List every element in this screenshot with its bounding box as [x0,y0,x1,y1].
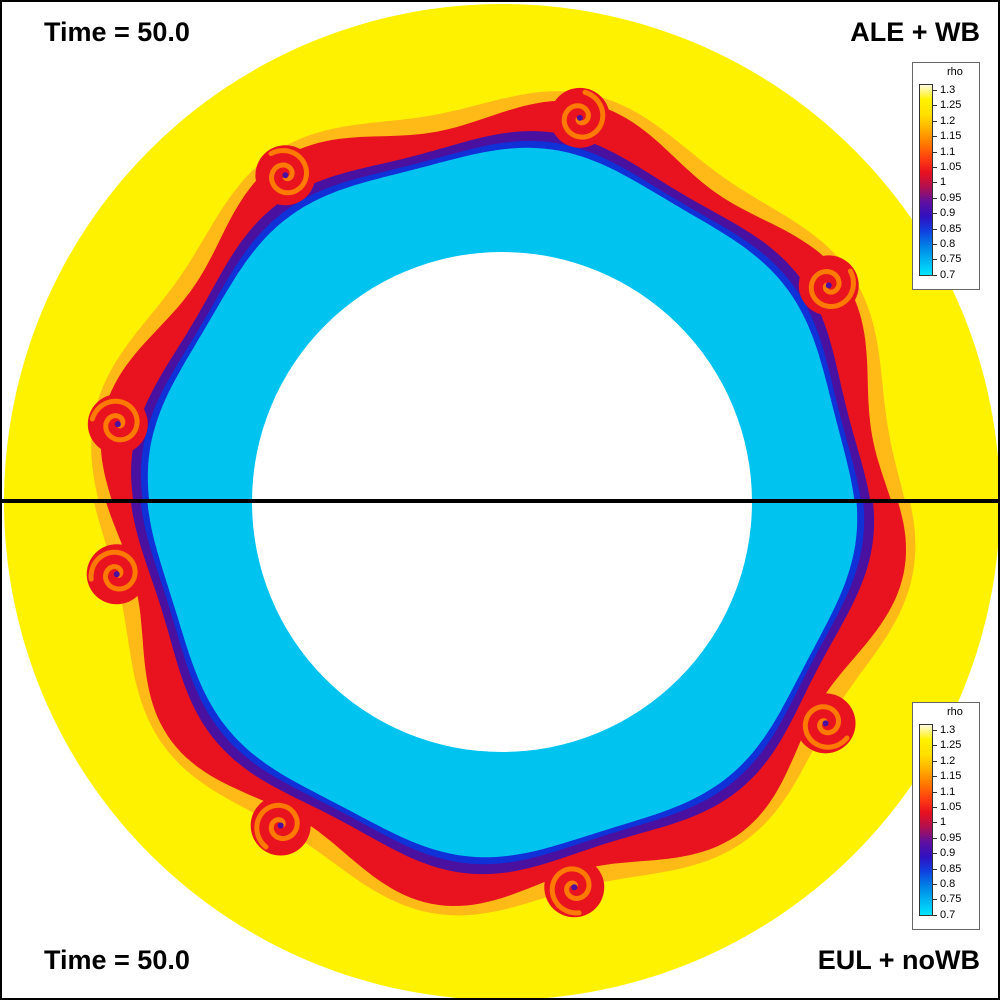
colorbar-tick-label: 0.75 [940,253,962,266]
colorbar-tick-mark [932,182,937,184]
colorbar-tick-mark [932,90,937,91]
colorbar-tick-label: 1.05 [940,161,962,173]
vortex-swirl [254,802,300,850]
colorbar-tick-label: 0.7 [940,268,956,281]
colorbar-tick-mark [932,167,937,168]
colorbar-tick-label: 1.3 [940,724,956,736]
colorbar-tick-mark [932,791,937,793]
colorbar-title: rho [947,66,963,78]
colorbar-legend-bottom: rho 1.3 1.25 1.2 1.15 1.1 1.05 1 0.95 0.9 0.85 0.8… [912,702,980,930]
vortex-swirl [802,704,850,750]
time-label-top: Time = 50.0 [44,17,190,47]
colorbar-tick-label: 0.8 [940,238,956,250]
density-layer [4,503,998,998]
colorbar-gradient [919,724,933,916]
colorbar-tick-mark [932,228,937,230]
colorbar-tick-mark [932,730,937,731]
colorbar-tick-label: 0.7 [940,908,956,921]
colorbar-tick-mark [932,822,937,824]
colorbar-tick-label: 1.2 [940,754,956,767]
colorbar-tick-label: 1 [940,816,947,829]
colorbar-tick-label: 0.75 [940,893,962,906]
vortex-core [576,114,583,121]
colorbar-tick-label: 1.3 [940,84,956,96]
colorbar-tick-label: 1.2 [940,114,956,127]
colorbar-tick-mark [932,914,937,916]
vortex-core [113,571,120,578]
time-label-bottom: Time = 50.0 [44,945,190,975]
density-layer [4,4,998,501]
vortex-swirl [808,268,856,309]
colorbar-tick-mark [932,745,937,747]
vortex-swirl [88,549,138,592]
colorbar-tick-label: 0.85 [940,862,962,875]
colorbar-tick-label: 0.9 [940,847,956,860]
colorbar-tick-mark [932,899,937,901]
vortex-swirl [549,866,592,916]
colorbar-legend-top: rho 1.3 1.25 1.2 1.15 1.1 1.05 1 0.95 0.9 0.85 0.8… [912,62,980,290]
density-field [4,4,998,998]
colorbar-tick-label: 1.25 [940,99,962,112]
vortex-swirl [561,89,606,140]
colorbar-tick-mark [932,151,937,153]
method-label-top: ALE + WB [850,17,980,47]
vortex-core [571,884,578,891]
colorbar-tick-mark [932,120,937,122]
vortex-core [114,421,121,428]
colorbar-tick-mark [932,259,937,261]
colorbar-tick-label: 0.8 [940,878,956,890]
colorbar-tick-mark [932,197,937,199]
vortex-swirl [268,148,309,196]
colorbar-tick-label: 1.25 [940,739,962,752]
colorbar-tick-label: 1.1 [940,145,956,158]
colorbar-tick-label: 1.15 [940,130,962,143]
colorbar-tick-mark [932,244,937,245]
colorbar-tick-label: 0.9 [940,207,956,220]
colorbar-tick-mark [932,136,937,138]
colorbar-tick-mark [932,105,937,107]
colorbar-tick-label: 0.95 [940,831,962,844]
colorbar-title: rho [947,706,963,718]
vortex-core [277,822,284,829]
colorbar-tick-mark [932,274,937,276]
colorbar-tick-mark [932,868,937,870]
colorbar-tick-mark [932,807,937,808]
inner-hole [252,503,752,752]
colorbar-tick-label: 1.05 [940,801,962,813]
colorbar-tick-label: 1 [940,176,947,189]
colorbar-tick-mark [932,884,937,885]
colorbar-tick-label: 1.1 [940,785,956,798]
colorbar-gradient [919,84,933,276]
colorbar-tick-label: 0.85 [940,222,962,235]
vortex-core [822,720,829,727]
vortex-swirl [89,398,140,443]
method-label-bottom: EUL + noWB [817,945,980,975]
vortex-core [282,172,289,179]
vortex-core [825,282,832,289]
colorbar-tick-mark [932,760,937,762]
colorbar-tick-mark [932,837,937,839]
colorbar-tick-mark [932,853,937,855]
colorbar-tick-mark [932,776,937,778]
colorbar-tick-mark [932,213,937,215]
inner-hole [252,252,752,501]
colorbar-tick-label: 1.15 [940,770,962,783]
colorbar-tick-label: 0.95 [940,191,962,204]
